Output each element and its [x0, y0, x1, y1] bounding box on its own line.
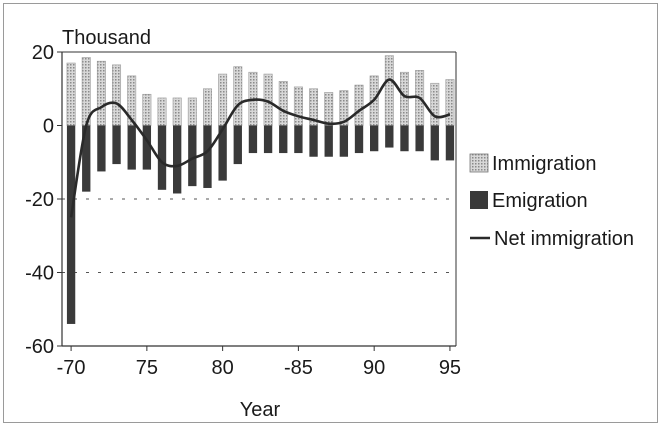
- legend-label-immigration: Immigration: [492, 153, 596, 175]
- immigration-bar: [142, 93, 152, 126]
- x-tick-label: 80: [212, 357, 234, 379]
- immigration-bar: [384, 55, 394, 126]
- emigration-bar: [248, 125, 258, 154]
- emigration-bar: [309, 125, 318, 157]
- emigration-bar: [233, 125, 242, 165]
- emigration-bar: [294, 125, 303, 154]
- emigration-bar: [279, 125, 288, 154]
- legend: Immigration Emigration Net immigration: [469, 153, 634, 250]
- emigration-bar: [263, 125, 273, 154]
- y-tick-label: -20: [25, 189, 54, 211]
- x-tick-label: 75: [136, 357, 158, 379]
- emigration-bar: [385, 125, 394, 148]
- y-tick-label: -40: [25, 263, 54, 285]
- immigration-bar: [157, 97, 167, 126]
- x-tick-label: 90: [363, 357, 385, 379]
- x-axis-label: Year: [240, 399, 281, 421]
- immigration-bar: [233, 66, 243, 126]
- y-tick-label: -60: [25, 336, 54, 358]
- emigration-bar: [203, 125, 212, 188]
- x-ticks: -70 75 80 -85 90 95: [57, 346, 461, 379]
- emigration-bar: [142, 125, 152, 170]
- immigration-bar: [293, 86, 303, 126]
- immigration-bar: [112, 64, 122, 126]
- legend-label-emigration: Emigration: [492, 190, 588, 212]
- y-tick-label: 20: [32, 42, 54, 64]
- immigration-bar: [66, 62, 76, 126]
- immigration-bar: [400, 71, 409, 126]
- emigration-bar: [324, 125, 333, 157]
- gridlines: [62, 198, 456, 273]
- bars: [66, 55, 455, 324]
- emigration-bar: [415, 125, 424, 152]
- immigration-bar: [445, 79, 455, 126]
- unit-label: Thousand: [62, 27, 151, 49]
- emigration-bar: [82, 125, 91, 192]
- net-line-layer: [69, 78, 451, 218]
- immigration-bar: [187, 97, 197, 126]
- x-tick-label: -85: [284, 357, 313, 379]
- immigration-bar: [324, 92, 334, 126]
- chart: Thousand 20 0 -20 -40 -60 -70 75 80 -85 90 95 Yea…: [25, 27, 634, 421]
- emigration-bar: [339, 125, 349, 157]
- immigration-bar: [430, 82, 440, 126]
- chart-frame: Thousand 20 0 -20 -40 -60 -70 75 80 -85 90 95 Yea…: [3, 3, 658, 423]
- net-immigration-line: [69, 78, 451, 218]
- immigration-bar: [354, 84, 364, 126]
- emigration-bar: [97, 125, 106, 172]
- y-ticks: 20 0 -20 -40 -60: [25, 42, 62, 358]
- legend-label-net-immigration: Net immigration: [494, 228, 634, 250]
- immigration-bar: [218, 73, 228, 126]
- x-tick-label: -70: [57, 357, 86, 379]
- immigration-bar: [172, 97, 182, 126]
- emigration-bar: [370, 125, 379, 152]
- immigration-bar: [278, 81, 288, 126]
- emigration-bar: [127, 125, 136, 170]
- x-tick-label: 95: [439, 357, 461, 379]
- legend-swatch-emigration: [470, 191, 488, 209]
- emigration-bar: [66, 125, 76, 324]
- legend-swatch-immigration: [469, 153, 489, 173]
- y-tick-label: 0: [43, 116, 54, 138]
- immigration-bar: [203, 88, 212, 126]
- emigration-bar: [445, 125, 455, 161]
- emigration-bar: [112, 125, 121, 165]
- emigration-bar: [188, 125, 197, 187]
- emigration-bar: [430, 125, 439, 161]
- emigration-bar: [400, 125, 409, 152]
- immigration-bar: [96, 60, 106, 126]
- emigration-bar: [157, 125, 167, 190]
- emigration-bar: [354, 125, 364, 154]
- emigration-bar: [218, 125, 227, 181]
- axes: [61, 51, 457, 347]
- emigration-bar: [173, 125, 182, 194]
